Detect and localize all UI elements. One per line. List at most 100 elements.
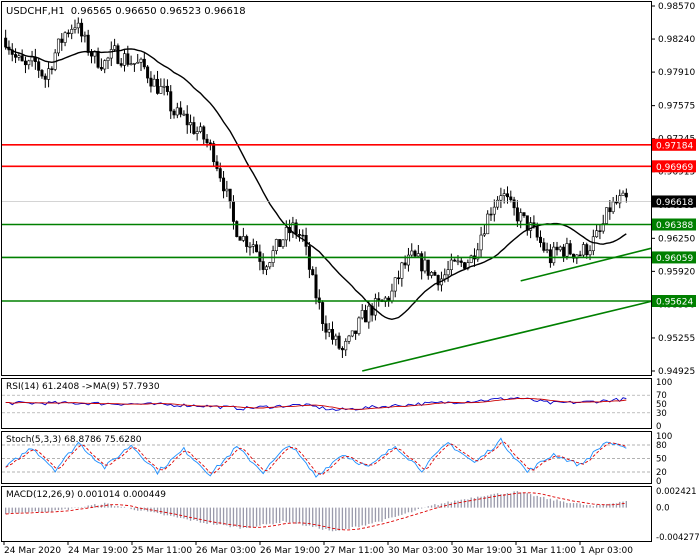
candle — [598, 224, 602, 240]
candle — [350, 330, 354, 338]
candle — [469, 254, 473, 264]
candle — [605, 207, 609, 225]
candle — [119, 57, 123, 68]
candle — [453, 258, 457, 262]
candle — [278, 239, 282, 247]
candle — [565, 237, 569, 260]
trendline — [362, 300, 652, 372]
rsi-panel — [1, 378, 652, 429]
candle — [492, 199, 496, 222]
resistance-level-tag — [652, 160, 696, 173]
price-tick-label: 0.96250 — [658, 234, 695, 244]
candle — [106, 56, 110, 70]
candle — [251, 238, 255, 254]
time-tick-label: 1 Apr 03:00 — [580, 546, 633, 556]
candle — [274, 238, 278, 255]
candle — [136, 53, 140, 64]
candle — [463, 261, 467, 270]
candle — [420, 251, 424, 280]
current-price-label: 0.96618 — [656, 198, 693, 208]
macd-title: MACD(12,26,9) 0.001014 0.000449 — [6, 490, 166, 500]
candle — [50, 66, 54, 75]
candle — [123, 49, 127, 72]
time-tick-label: 30 Mar 19:00 — [452, 546, 512, 556]
indicator-tick-label: 0.0 — [656, 504, 670, 514]
time-tick-label: 31 Mar 11:00 — [516, 546, 576, 556]
candle — [618, 189, 622, 209]
level-label: 0.97184 — [656, 141, 693, 151]
indicator-tick-label: -0.004277 — [656, 533, 700, 543]
stoch-signal-line — [5, 441, 627, 476]
price-title: USDCHF,H1 0.96565 0.96650 0.96523 0.96618 — [6, 6, 246, 17]
candle — [281, 239, 285, 249]
candle — [548, 244, 552, 268]
candle — [334, 333, 338, 346]
resistance-level-tag — [652, 138, 696, 151]
candle — [14, 48, 18, 64]
indicator-tick-label: 70 — [656, 391, 667, 401]
candle — [515, 200, 519, 227]
current-price-tag — [652, 195, 696, 208]
candle — [165, 79, 169, 96]
candle — [47, 62, 51, 88]
candle — [377, 292, 381, 307]
candle — [103, 59, 107, 74]
candle — [83, 31, 87, 43]
indicator-tick-label: 50 — [656, 455, 667, 465]
candle — [357, 316, 361, 336]
macd-signal-line — [5, 492, 627, 531]
candle — [63, 31, 67, 47]
candle — [397, 270, 401, 285]
level-label: 0.96969 — [656, 163, 693, 173]
candle — [314, 266, 318, 305]
candle — [139, 57, 143, 72]
indicator-tick-label: 80 — [656, 441, 667, 451]
candle — [66, 29, 70, 38]
candle — [558, 245, 562, 252]
candle — [43, 73, 47, 88]
candle — [522, 212, 526, 218]
candle — [410, 243, 414, 257]
price-axis: 0.985700.982400.979100.975750.972450.969… — [651, 2, 696, 377]
price-tick-label: 0.95255 — [658, 334, 695, 344]
candle — [406, 247, 410, 272]
candle — [413, 249, 417, 258]
candle — [393, 277, 397, 298]
candle — [568, 239, 572, 256]
candle — [578, 250, 582, 257]
candle — [509, 190, 513, 203]
price-tick-label: 0.97575 — [658, 102, 695, 112]
price-panel — [1, 1, 652, 376]
candle — [539, 230, 543, 248]
candle — [156, 70, 160, 95]
support-level-tag — [652, 295, 696, 308]
time-tick-label: 26 Mar 03:00 — [196, 546, 256, 556]
candle — [23, 56, 27, 74]
candle — [347, 334, 351, 345]
candle — [555, 241, 559, 256]
candle — [20, 49, 24, 62]
candle — [486, 210, 490, 235]
candle — [142, 53, 146, 70]
stoch-main-line — [5, 437, 627, 478]
candle — [4, 29, 8, 50]
price-tick-label: 0.97910 — [658, 68, 695, 78]
candle — [245, 234, 249, 253]
candle — [149, 71, 153, 93]
stoch-title: Stoch(5,3,3) 68.8786 75.6280 — [6, 435, 142, 445]
candle — [40, 69, 44, 79]
candle — [426, 259, 430, 280]
candle — [327, 322, 331, 338]
candle — [109, 41, 113, 67]
candle — [624, 188, 628, 203]
candle — [482, 224, 486, 237]
candle — [611, 196, 615, 214]
candle — [179, 101, 183, 118]
candle — [96, 47, 100, 69]
candle — [502, 189, 506, 204]
candle — [37, 58, 41, 78]
price-tick-label: 0.96915 — [658, 168, 695, 178]
candle — [80, 18, 84, 43]
